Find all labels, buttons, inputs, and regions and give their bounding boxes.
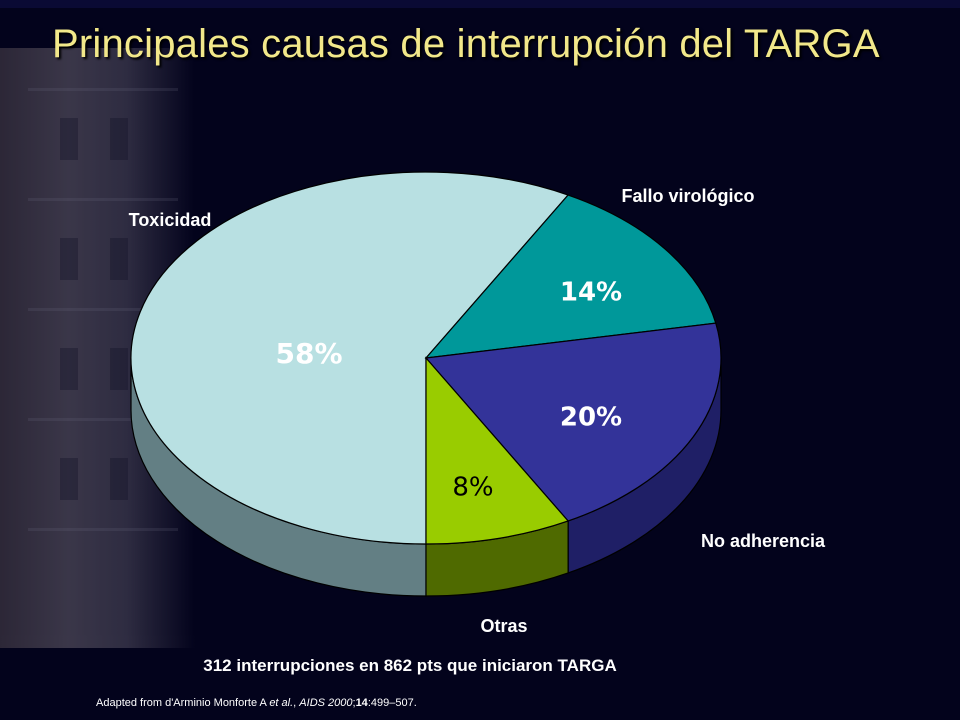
slice-value-label-0: 58% xyxy=(275,337,342,370)
building-ledge xyxy=(28,88,178,91)
slice-value-label-2: 20% xyxy=(560,403,622,433)
building-ledge xyxy=(28,418,178,421)
pie-side-walls xyxy=(130,357,722,597)
building-window xyxy=(110,458,128,500)
slice-category-label-0: Toxicidad xyxy=(129,210,212,230)
chart-title: Principales causas de interrupción del T… xyxy=(52,22,880,66)
building-ledge xyxy=(28,308,178,311)
building-window xyxy=(60,348,78,390)
slice-value-label-1: 14% xyxy=(560,278,622,308)
building-ledge xyxy=(28,198,178,201)
slice-value-label-3: 8% xyxy=(452,473,493,503)
slice-category-label-1: Fallo virológico xyxy=(621,186,754,206)
background-building-image xyxy=(0,48,195,648)
building-window xyxy=(60,458,78,500)
chart-footnote: 312 interrupciones en 862 pts que inicia… xyxy=(203,656,617,675)
pie-top-faces xyxy=(130,171,722,545)
slice-category-label-2: No adherencia xyxy=(701,531,826,551)
pie-slice-0 xyxy=(130,171,570,545)
pie-slice-1 xyxy=(424,194,717,359)
building-window xyxy=(110,118,128,160)
building-window xyxy=(60,238,78,280)
pie-slice-2 xyxy=(424,322,722,522)
pie-slice-3 xyxy=(425,356,570,545)
building-window xyxy=(110,348,128,390)
building-ledge xyxy=(28,528,178,531)
top-bar xyxy=(0,0,960,8)
source-citation: Adapted from d'Arminio Monforte A et al.… xyxy=(96,697,417,709)
building-window xyxy=(110,238,128,280)
building-window xyxy=(60,118,78,160)
slice-category-label-3: Otras xyxy=(480,616,527,636)
